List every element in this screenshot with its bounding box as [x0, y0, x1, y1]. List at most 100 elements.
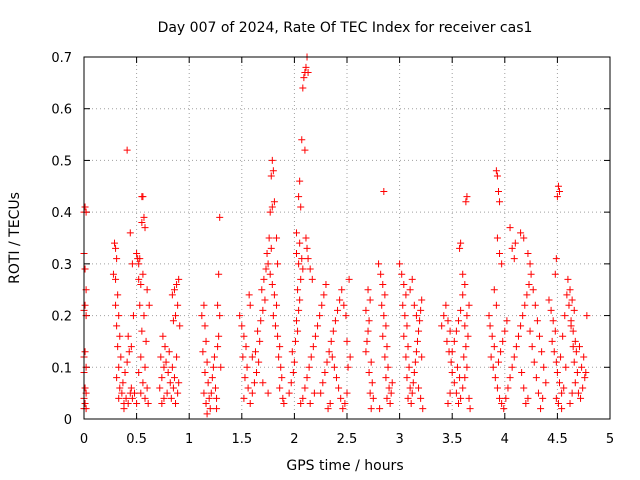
data-point	[201, 322, 209, 330]
data-point	[569, 327, 577, 335]
data-point	[135, 260, 143, 268]
data-point	[368, 379, 376, 387]
data-point	[214, 343, 222, 351]
data-point	[444, 399, 452, 407]
data-point	[463, 193, 471, 201]
tick-labels: 0 0.5 1 1.5 2 2.5 3 3.5 4 4.5 5 0 0.1 0.2 0.3 0.4 0.5 0.6…	[51, 51, 614, 447]
data-point	[251, 348, 259, 356]
data-point	[574, 389, 582, 397]
data-point	[81, 301, 89, 309]
data-point	[257, 317, 265, 325]
data-point	[322, 281, 330, 289]
data-point	[293, 229, 301, 237]
data-point	[267, 244, 275, 252]
data-point	[125, 348, 133, 356]
data-point	[385, 384, 393, 392]
data-point	[158, 374, 166, 382]
data-point	[129, 312, 137, 320]
data-point	[142, 337, 150, 345]
data-point	[556, 187, 564, 195]
data-point	[337, 394, 345, 402]
data-point	[244, 384, 252, 392]
data-point	[557, 353, 565, 361]
data-point	[491, 374, 499, 382]
data-point	[552, 358, 560, 366]
data-point	[487, 353, 495, 361]
y-tick-label: 0.1	[51, 361, 72, 376]
data-point	[363, 337, 371, 345]
data-point	[240, 394, 248, 402]
data-point	[327, 337, 335, 345]
data-point	[112, 244, 120, 252]
x-tick-label: 2	[290, 432, 298, 447]
data-point	[207, 389, 215, 397]
data-point	[334, 306, 342, 314]
data-point	[380, 187, 388, 195]
data-point	[277, 363, 285, 371]
data-point	[203, 358, 211, 366]
data-point	[273, 301, 281, 309]
data-point	[161, 343, 169, 351]
data-point	[326, 399, 334, 407]
data-point	[450, 379, 458, 387]
data-point	[287, 379, 295, 387]
data-point	[304, 69, 312, 77]
data-point	[549, 317, 557, 325]
data-point	[552, 255, 560, 263]
data-point	[364, 286, 372, 294]
data-point	[298, 136, 306, 144]
data-point	[285, 389, 293, 397]
grid	[84, 57, 610, 419]
y-tick-label: 0	[64, 413, 72, 428]
data-point	[494, 187, 502, 195]
data-point	[81, 265, 89, 273]
data-point	[408, 389, 416, 397]
data-point	[164, 368, 172, 376]
data-point	[202, 399, 210, 407]
data-point	[338, 286, 346, 294]
data-point	[419, 405, 427, 413]
data-point	[267, 172, 275, 180]
data-point	[556, 379, 564, 387]
data-point	[213, 405, 221, 413]
data-point	[297, 203, 305, 211]
data-point	[144, 399, 152, 407]
data-point	[270, 198, 278, 206]
data-point	[295, 193, 303, 201]
chart-title: Day 007 of 2024, Rate Of TEC Index for r…	[158, 20, 533, 36]
data-point	[81, 399, 89, 407]
data-point	[201, 368, 209, 376]
data-point	[571, 379, 579, 387]
data-point	[304, 255, 312, 263]
data-point	[133, 250, 141, 258]
data-point	[493, 384, 501, 392]
data-point	[200, 389, 208, 397]
data-point	[526, 327, 534, 335]
data-points	[80, 53, 591, 418]
data-point	[519, 312, 527, 320]
data-point	[294, 286, 302, 294]
data-point	[376, 405, 384, 413]
data-point	[517, 229, 525, 237]
data-point	[498, 399, 506, 407]
data-point	[452, 327, 460, 335]
data-point	[202, 337, 210, 345]
data-point	[123, 358, 131, 366]
data-point	[346, 353, 354, 361]
data-point	[81, 348, 89, 356]
data-point	[499, 337, 507, 345]
y-axis-label: ROTI / TECUs	[7, 192, 23, 284]
data-point	[175, 275, 183, 283]
data-point	[81, 203, 89, 211]
data-point	[170, 374, 178, 382]
data-point	[258, 286, 266, 294]
data-point	[572, 348, 580, 356]
data-point	[518, 368, 526, 376]
data-point	[114, 291, 122, 299]
data-point	[250, 379, 258, 387]
data-point	[558, 389, 566, 397]
data-point	[198, 312, 206, 320]
data-point	[159, 332, 167, 340]
data-point	[344, 363, 352, 371]
data-point	[531, 301, 539, 309]
